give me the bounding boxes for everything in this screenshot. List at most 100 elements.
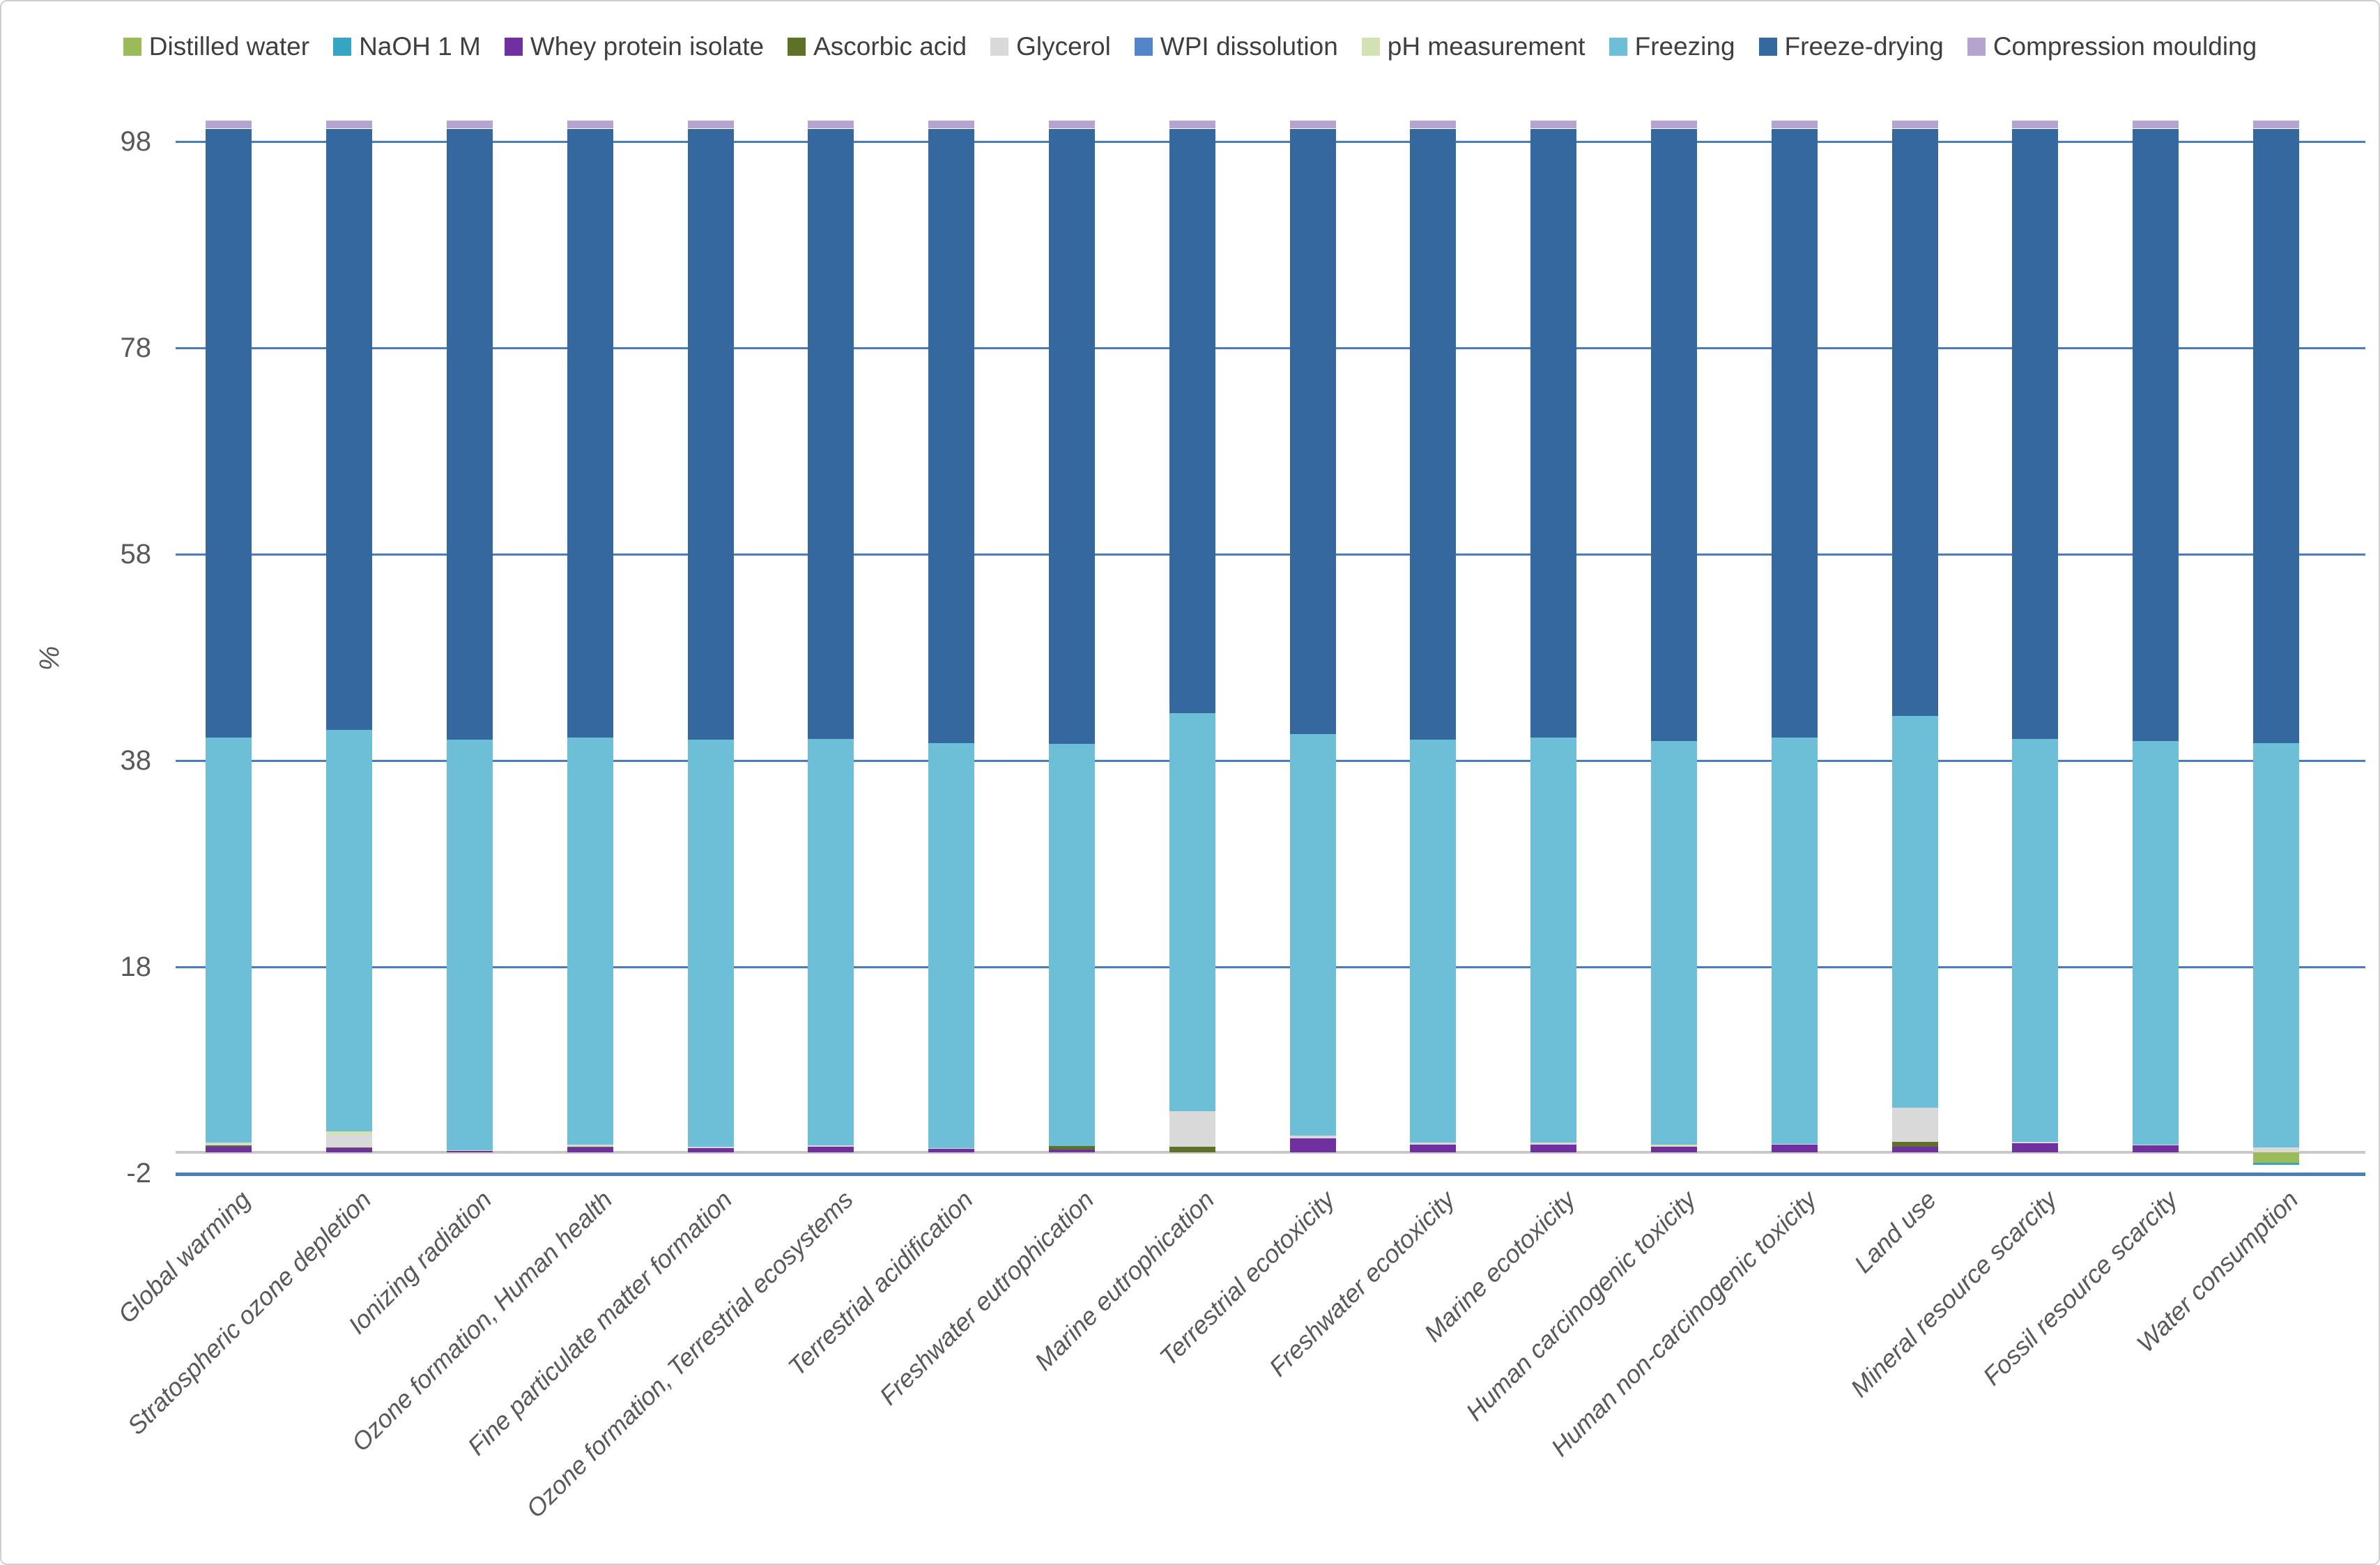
legend-item: Freeze-drying (1758, 32, 1944, 61)
legend-swatch (990, 38, 1009, 56)
legend: Distilled water NaOH 1 M Whey protein isol… (1, 32, 2379, 61)
x-category-label: Fine particulate matter formation (462, 1185, 738, 1461)
bar-segment-whey-protein-isolate (1651, 1146, 1697, 1153)
bar-segment-freeze-drying (1410, 128, 1457, 740)
x-category-label: Freshwater eutrophication (873, 1185, 1099, 1411)
bar-segment-ascorbic-acid (1169, 1146, 1215, 1153)
legend-item: Glycerol (990, 32, 1111, 61)
bar-segment-naoh-1-m (2253, 1163, 2299, 1166)
bar-segment-compression-moulding (1891, 121, 1938, 129)
bar-segment-freezing (808, 738, 854, 1146)
bar-segment-freezing (1530, 738, 1577, 1143)
bar-segment-whey-protein-isolate (1530, 1144, 1577, 1153)
bar-segment-whey-protein-isolate (1891, 1146, 1938, 1153)
bar-segment-freeze-drying (808, 128, 854, 739)
bar-segment-glycerol (1891, 1108, 1938, 1142)
bar-segment-freeze-drying (1169, 128, 1215, 713)
bar-segment-compression-moulding (447, 121, 493, 129)
y-tick-label: 18 (120, 952, 152, 982)
bar-segment-compression-moulding (1410, 121, 1457, 129)
bar-segment-compression-moulding (326, 121, 373, 129)
bar-segment-glycerol (928, 1147, 975, 1150)
bar-segment-freezing (206, 738, 252, 1143)
bar-segment-whey-protein-isolate (928, 1149, 975, 1153)
bar-segment-glycerol (808, 1145, 854, 1147)
legend-label: NaOH 1 M (359, 32, 481, 61)
bar-segment-glycerol (1530, 1143, 1577, 1145)
bar-segment-freeze-drying (1289, 128, 1336, 734)
legend-label: Freeze-drying (1784, 32, 1944, 61)
bar-segment-freeze-drying (1771, 128, 1818, 738)
bar-segment-freezing (1651, 740, 1697, 1145)
bar-segment-freeze-drying (206, 128, 252, 738)
bar-segment-ascorbic-acid (1891, 1141, 1938, 1147)
bar-segment-compression-moulding (808, 121, 854, 129)
bar-segment-whey-protein-isolate (1771, 1145, 1818, 1153)
bar-segment-glycerol (326, 1135, 373, 1147)
bar-segment-compression-moulding (206, 121, 252, 129)
legend-swatch (333, 38, 352, 56)
bar-segment-compression-moulding (1169, 121, 1215, 129)
bar-segment-freezing (2012, 738, 2059, 1142)
bar-segment-freezing (1289, 733, 1336, 1136)
y-tick-label: 98 (120, 126, 152, 157)
bar-segment-freezing (1410, 740, 1457, 1143)
bar-segment-glycerol (567, 1144, 613, 1147)
legend-swatch (1758, 38, 1777, 56)
bar-segment-compression-moulding (2012, 121, 2059, 129)
legend-item: Ascorbic acid (788, 32, 967, 61)
bar-segment-freeze-drying (1530, 128, 1577, 738)
bar-segment-freeze-drying (687, 128, 734, 740)
legend-item: Compression moulding (1967, 32, 2257, 61)
bar-segment-ascorbic-acid (206, 1145, 252, 1147)
bar-segment-compression-moulding (1530, 121, 1577, 129)
bar-segment-compression-moulding (2253, 121, 2299, 129)
legend-swatch (788, 38, 806, 56)
bar-segment-glycerol (2012, 1141, 2059, 1144)
bar-segment-freeze-drying (1049, 128, 1095, 745)
legend-item: Freezing (1609, 32, 1735, 61)
bar-segment-freezing (1891, 716, 1938, 1108)
legend-label: Compression moulding (1993, 32, 2257, 61)
bar-segment-freeze-drying (1891, 128, 1938, 717)
legend-label: Glycerol (1016, 32, 1111, 61)
x-category-label: Fossil resource scarcity (1977, 1185, 2183, 1391)
legend-label: WPI dissolution (1160, 32, 1338, 61)
x-category-label: Human non-carcinogenic toxicity (1544, 1185, 1822, 1462)
legend-item: WPI dissolution (1134, 32, 1338, 61)
bar-segment-whey-protein-isolate (326, 1147, 373, 1153)
bar-segment-freezing (326, 729, 373, 1132)
bar-segment-freezing (447, 740, 493, 1150)
legend-label: Distilled water (148, 32, 310, 61)
bar-segment-freeze-drying (447, 128, 493, 740)
bar-segment-freezing (1169, 712, 1215, 1112)
bar-segment-whey-protein-isolate (447, 1151, 493, 1153)
legend-item: pH measurement (1361, 32, 1586, 61)
bar-segment-compression-moulding (687, 121, 734, 129)
legend-swatch (1361, 38, 1380, 56)
bar-segment-freezing (2133, 740, 2179, 1145)
legend-label: Whey protein isolate (530, 32, 765, 61)
gridline (176, 759, 2365, 762)
y-tick-label: 78 (120, 333, 152, 363)
bar-segment-freezing (1049, 744, 1095, 1146)
bar-segment-whey-protein-isolate (808, 1147, 854, 1153)
legend-item: Distilled water (123, 32, 309, 61)
bar-segment-ascorbic-acid (1049, 1145, 1095, 1150)
bar-segment-whey-protein-isolate (2012, 1143, 2059, 1153)
bar-segment-freeze-drying (928, 128, 975, 743)
bar-segment-ph-measurement (1651, 1144, 1697, 1147)
bar-segment-freezing (1771, 738, 1818, 1144)
bar-segment-freezing (567, 738, 613, 1145)
bar-segment-glycerol (687, 1147, 734, 1149)
legend-swatch (123, 38, 141, 56)
gridline (176, 1172, 2365, 1176)
x-category-label: Mineral resource scarcity (1845, 1185, 2063, 1403)
bar-segment-compression-moulding (567, 121, 613, 129)
bar-segment-whey-protein-isolate (567, 1147, 613, 1153)
y-axis-title: % (34, 646, 66, 671)
bar-segment-compression-moulding (2133, 121, 2179, 129)
bar-segment-whey-protein-isolate (1049, 1149, 1095, 1153)
bar-segment-glycerol (447, 1150, 493, 1152)
bar-segment-freeze-drying (2133, 128, 2179, 741)
